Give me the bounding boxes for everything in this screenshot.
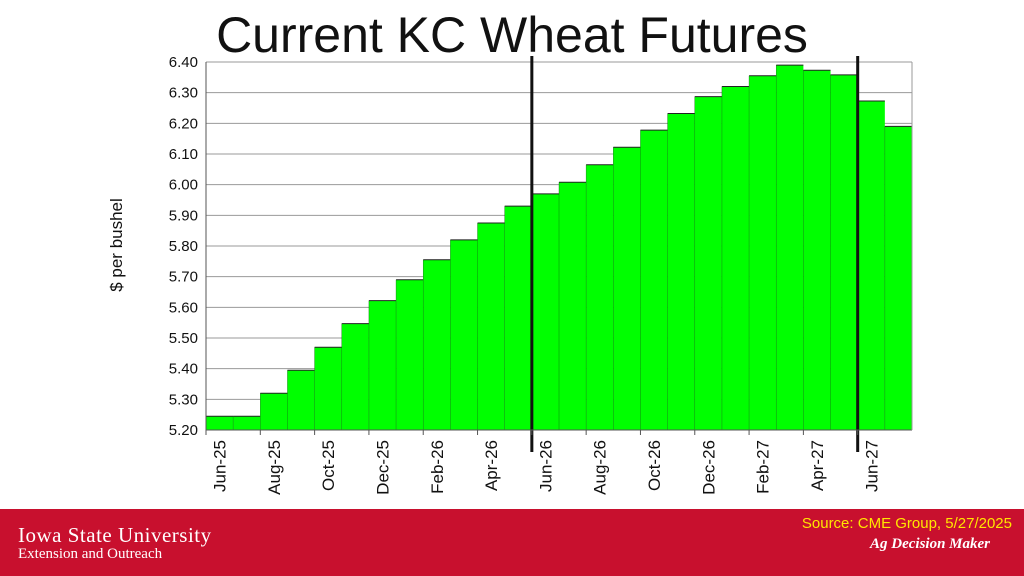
vertical-markers — [530, 56, 860, 452]
y-tick-label: 6.20 — [169, 115, 198, 132]
university-logo: Iowa State University — [18, 523, 212, 547]
y-tick-label: 5.70 — [169, 269, 198, 286]
y-tick-label: 5.40 — [169, 361, 198, 378]
y-tick-label: 5.50 — [169, 330, 198, 347]
bar — [613, 147, 641, 430]
y-tick-label: 5.80 — [169, 238, 198, 255]
x-tick-label: Apr-27 — [808, 440, 827, 491]
axes — [205, 62, 913, 431]
x-tick-label: Apr-26 — [482, 440, 501, 491]
bars — [205, 64, 912, 431]
bar — [586, 164, 614, 430]
x-tick-label: Dec-25 — [374, 440, 393, 495]
y-tick-label: 6.30 — [169, 85, 198, 102]
x-tick-label: Jun-27 — [862, 440, 881, 492]
x-tick-label: Feb-27 — [754, 440, 773, 494]
footer-bar: Iowa State University Extension and Outr… — [0, 509, 1024, 576]
bar — [640, 130, 668, 430]
x-tick-label: Feb-26 — [428, 440, 447, 494]
y-tick-label: 6.40 — [169, 54, 198, 71]
bar — [477, 223, 505, 430]
y-axis-label: $ per bushel — [107, 198, 126, 292]
bar — [559, 182, 587, 430]
bar — [776, 65, 804, 431]
y-tick-label: 5.30 — [169, 391, 198, 408]
bar — [423, 259, 451, 430]
bar — [857, 100, 885, 431]
x-tick-label: Oct-26 — [645, 440, 664, 491]
x-tick-label: Jun-25 — [211, 440, 230, 492]
bar — [667, 113, 695, 431]
y-tick-labels: 5.20 5.30 5.40 5.50 5.60 5.70 5.80 5.90 6.00 6.10… — [169, 54, 198, 439]
bar — [368, 300, 397, 430]
x-tick-label: Aug-26 — [591, 440, 610, 495]
bar — [830, 74, 858, 430]
extension-label: Extension and Outreach — [18, 546, 163, 562]
x-tick-label: Jun-26 — [536, 440, 555, 492]
x-tick-label: Dec-26 — [699, 440, 718, 495]
y-tick-label: 5.60 — [169, 299, 198, 316]
source-note: Source: CME Group, 5/27/2025 — [801, 515, 1012, 532]
bar — [341, 323, 369, 430]
y-tick-label: 6.00 — [169, 177, 198, 194]
bar — [206, 416, 234, 430]
bar — [721, 86, 750, 431]
bar — [287, 370, 315, 430]
bar — [233, 416, 261, 430]
y-tick-label: 5.90 — [169, 207, 198, 224]
x-tick-label: Oct-25 — [319, 440, 338, 491]
bar — [314, 347, 342, 430]
bar — [694, 96, 722, 431]
bar — [531, 193, 559, 430]
chart-title: Current KC Wheat Futures — [216, 7, 808, 63]
bar — [803, 70, 831, 430]
y-tick-label: 6.10 — [169, 146, 198, 163]
bar — [450, 239, 478, 430]
program-label: Ag Decision Maker — [870, 536, 990, 552]
y-tick-label: 5.20 — [169, 422, 198, 439]
chart: 5.20 5.30 5.40 5.50 5.60 5.70 5.80 5.90 6.00 6.10… — [107, 54, 913, 495]
bar — [260, 393, 288, 430]
bar — [884, 126, 912, 431]
bar — [749, 75, 777, 431]
x-tick-labels: Jun-25 Aug-25 Oct-25 Dec-25 Feb-26 Apr-26 Jun-… — [205, 430, 881, 495]
bar — [504, 206, 532, 430]
x-tick-label: Aug-25 — [265, 440, 284, 495]
bar — [396, 279, 424, 430]
